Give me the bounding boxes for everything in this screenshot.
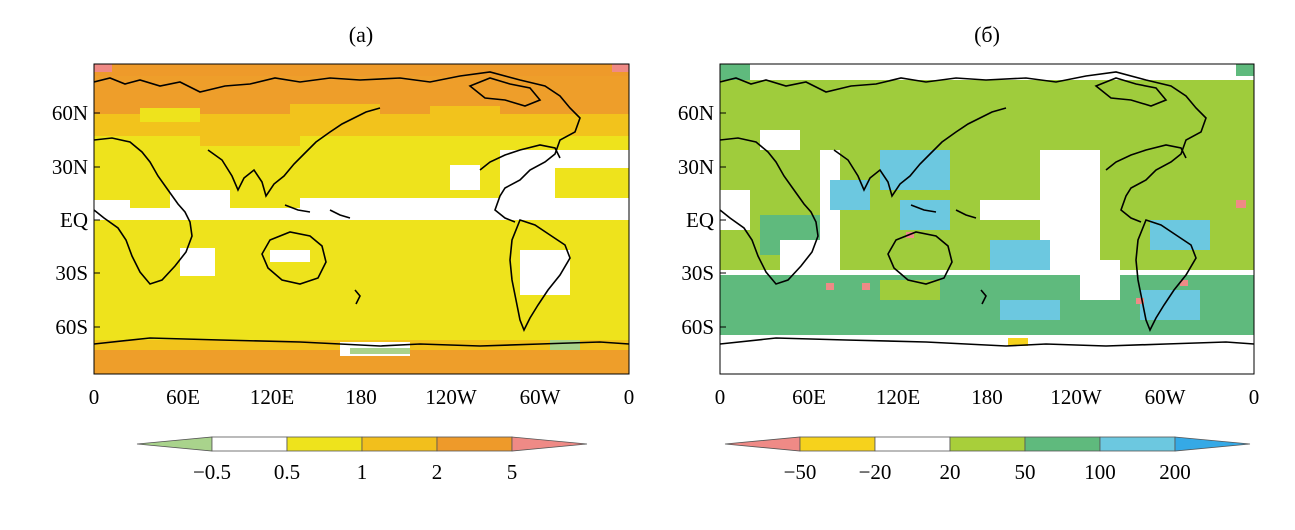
colorbar-a-swatch [361,436,438,452]
colorbar-a-label: 2 [432,460,443,484]
panel-a-frame [93,63,630,375]
lon-tick: 60E [792,385,826,409]
lon-tick: 180 [345,385,377,409]
lat-tick: 30N [678,155,714,179]
colorbar-b-label: 200 [1159,460,1191,484]
colorbar-a-arrow-high [511,436,588,452]
colorbar-a-swatch [436,436,513,452]
lon-tick: 60W [520,385,561,409]
colorbar-a-label: 0.5 [274,460,300,484]
colorbar-b-arrow-high [1174,436,1251,452]
colorbar-a-swatch [211,436,288,452]
lon-tick: 0 [624,385,635,409]
panel-a: (a) [52,22,634,484]
colorbar-b-label: −20 [859,460,892,484]
panel-a-map-fill [94,64,629,374]
lon-tick: 120W [425,385,477,409]
colorbar-b-swatch [1024,436,1101,452]
panel-b-coastlines [720,71,1254,347]
panel-b: (б) [678,22,1259,484]
colorbar-a-swatch [286,436,363,452]
lon-tick: 0 [89,385,100,409]
panel-b-lon-ticks: 0 60E 120E 180 120W 60W 0 [715,385,1260,409]
lon-tick: 60W [1145,385,1186,409]
colorbar-b-swatch [949,436,1026,452]
colorbar-b-label: 50 [1015,460,1036,484]
colorbar-a-label: 5 [507,460,518,484]
panel-b-title: (б) [974,22,1000,47]
lat-tick: 30N [52,155,88,179]
panel-a-lon-ticks: 0 60E 120E 180 120W 60W 0 [89,385,635,409]
lon-tick: 120E [876,385,920,409]
lon-tick: 180 [971,385,1003,409]
colorbar-b-label: −50 [784,460,817,484]
colorbar-b-swatch [874,436,951,452]
lat-tick: 60N [52,101,88,125]
panel-a-title: (a) [349,22,373,47]
colorbar-a-arrow-low [136,436,213,452]
lon-tick: 0 [1249,385,1260,409]
panel-b-frame [719,63,1255,375]
panel-b-lat-ticks: 60N 30N EQ 30S 60S [678,101,726,339]
colorbar-b-label: 20 [940,460,961,484]
lat-tick: 60S [55,315,88,339]
colorbar-b-label: 100 [1084,460,1116,484]
panel-a-coastlines [94,71,629,347]
lat-tick: EQ [686,208,714,232]
lon-tick: 120E [250,385,294,409]
colorbar-b-swatch [799,436,876,452]
panel-b-map-fill [720,64,1254,374]
panel-a-lat-ticks: 60N 30N EQ 30S 60S [52,101,100,339]
lon-tick: 0 [715,385,726,409]
lat-tick: 60N [678,101,714,125]
lon-tick: 60E [166,385,200,409]
lat-tick: 60S [681,315,714,339]
lon-tick: 120W [1050,385,1102,409]
panel-b-colorbar: −50 −20 20 50 100 200 [724,436,1251,484]
colorbar-a-label: 1 [357,460,368,484]
lat-tick: EQ [60,208,88,232]
panel-a-colorbar: −0.5 0.5 1 2 5 [136,436,588,484]
lat-tick: 30S [55,261,88,285]
colorbar-a-label: −0.5 [193,460,231,484]
colorbar-b-arrow-low [724,436,801,452]
colorbar-b-swatch [1099,436,1176,452]
lat-tick: 30S [681,261,714,285]
